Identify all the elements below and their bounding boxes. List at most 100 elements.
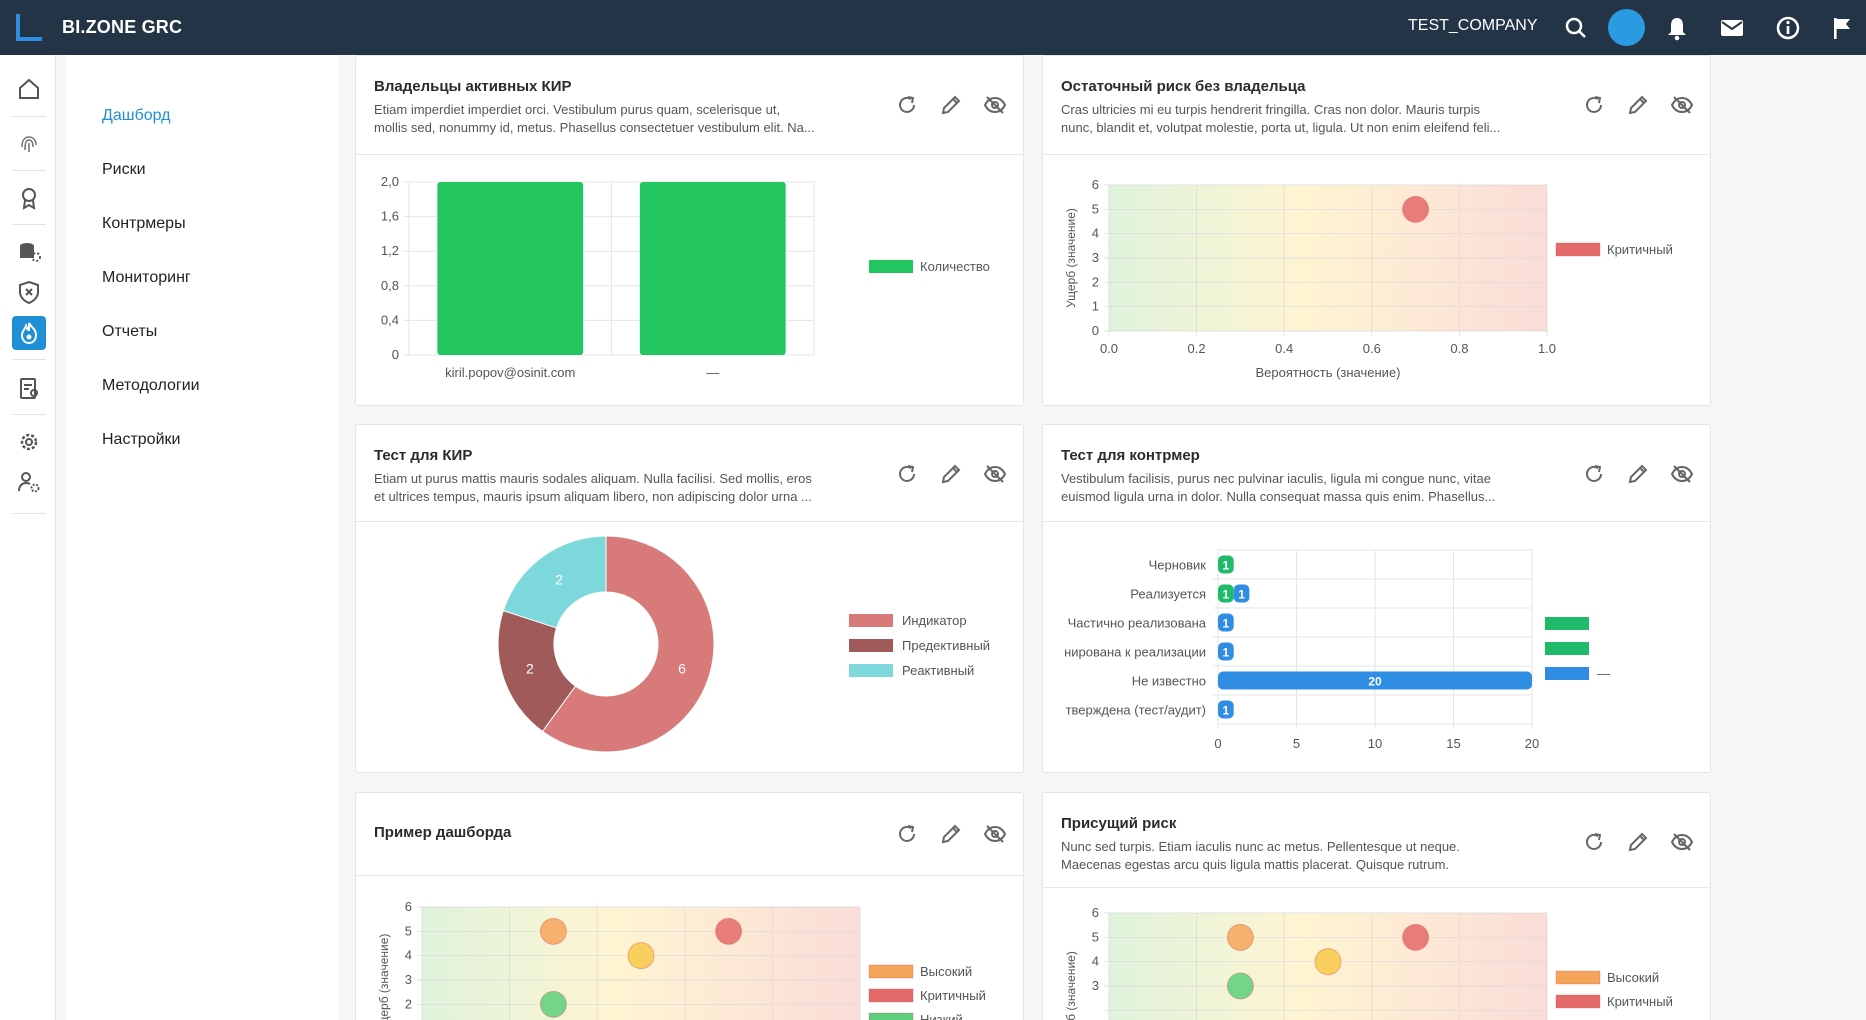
home-icon[interactable]: [12, 72, 46, 106]
y-tick-label: 0: [1092, 323, 1099, 338]
bar[interactable]: [1218, 613, 1234, 632]
edit-icon[interactable]: [939, 462, 963, 486]
bar[interactable]: [1233, 584, 1250, 603]
pie-slice[interactable]: [497, 609, 577, 733]
edit-icon[interactable]: [1626, 462, 1650, 486]
refresh-icon[interactable]: [895, 822, 919, 846]
widget-description-line: nunc, blandit et, volutpat molestie, por…: [1061, 120, 1501, 135]
bar[interactable]: [1218, 700, 1234, 719]
database-icon[interactable]: [12, 235, 46, 269]
edit-icon[interactable]: [1626, 830, 1650, 854]
nav-item-reports[interactable]: Отчеты: [102, 323, 158, 340]
widget-header: Тест для КИР Etiam ut purus mattis mauri…: [356, 425, 1023, 522]
refresh-icon[interactable]: [1582, 93, 1606, 117]
y-axis-label: щерб (значение): [377, 934, 391, 1020]
data-point[interactable]: [1314, 948, 1342, 976]
x-tick-label: —: [706, 365, 719, 380]
edit-icon[interactable]: [939, 93, 963, 117]
y-tick-label: 3: [1092, 978, 1099, 993]
top-bar: BI.ZONE GRC TEST_COMPANY: [0, 0, 1866, 55]
report-icon[interactable]: [12, 371, 46, 405]
data-point[interactable]: [1402, 923, 1430, 951]
x-axis-label: Вероятность (значение): [1255, 365, 1400, 380]
nav-item-risks[interactable]: Риски: [102, 161, 146, 178]
refresh-icon[interactable]: [1582, 462, 1606, 486]
pie-slice[interactable]: [541, 535, 715, 753]
bar[interactable]: [1218, 671, 1532, 690]
bar[interactable]: [437, 182, 584, 355]
dashboard-widget: Тест для КИР Etiam ut purus mattis mauri…: [355, 424, 1024, 773]
bar[interactable]: [1218, 584, 1234, 603]
mail-icon[interactable]: [1718, 14, 1746, 42]
flag-icon[interactable]: [1828, 14, 1856, 42]
eye-off-icon[interactable]: [1670, 93, 1694, 117]
user-settings-icon[interactable]: [12, 465, 46, 499]
eye-off-icon[interactable]: [983, 822, 1007, 846]
brand-name[interactable]: BI.ZONE GRC: [62, 17, 183, 37]
edit-icon[interactable]: [939, 822, 963, 846]
data-point[interactable]: [1226, 923, 1254, 951]
widget-tools: [1582, 830, 1694, 854]
bar[interactable]: [639, 182, 786, 355]
legend-label: Высокий: [1607, 970, 1659, 985]
edit-icon[interactable]: [1626, 93, 1650, 117]
refresh-icon[interactable]: [895, 462, 919, 486]
bell-icon[interactable]: [1663, 14, 1691, 42]
info-icon[interactable]: [1774, 14, 1802, 42]
data-point[interactable]: [1226, 972, 1254, 1000]
shield-icon[interactable]: [12, 275, 46, 309]
widget-title: Тест для контрмер: [1061, 447, 1200, 464]
legend-swatch: [868, 1012, 914, 1020]
legend-swatch: [869, 260, 913, 273]
widget-title: Пример дашборда: [374, 824, 512, 841]
bar-value-label: 1: [1223, 646, 1230, 660]
data-point[interactable]: [1402, 195, 1430, 223]
bar-value-label: 1: [1223, 559, 1230, 573]
widget-description-line: Maecenas egestas arcu quis ligula mattis…: [1061, 857, 1450, 872]
fingerprint-icon[interactable]: [12, 127, 46, 161]
bar[interactable]: [1218, 642, 1234, 661]
logo-icon[interactable]: [16, 14, 42, 41]
widget-description-line: mollis sed, nonummy id, metus. Phasellus…: [374, 120, 815, 135]
eye-off-icon[interactable]: [1670, 830, 1694, 854]
legend-label: Критичный: [1607, 994, 1673, 1009]
nav-item-monitoring[interactable]: Мониторинг: [102, 269, 191, 286]
eye-off-icon[interactable]: [1670, 462, 1694, 486]
avatar[interactable]: [1608, 9, 1645, 46]
widget-title: Тест для КИР: [374, 447, 473, 464]
eye-off-icon[interactable]: [983, 93, 1007, 117]
nav-item-methodologies[interactable]: Методологии: [102, 377, 200, 394]
legend-swatch: [1545, 617, 1589, 630]
pie-slice[interactable]: [502, 535, 607, 629]
legend-label: Критичный: [920, 988, 986, 1003]
slice-value-label: 2: [555, 571, 563, 587]
company-selector[interactable]: TEST_COMPANY: [1408, 17, 1538, 34]
refresh-icon[interactable]: [1582, 830, 1606, 854]
data-point[interactable]: [627, 942, 655, 970]
data-point[interactable]: [715, 917, 743, 945]
award-icon[interactable]: [12, 181, 46, 215]
data-point[interactable]: [539, 990, 567, 1018]
y-tick-label: 0,4: [381, 312, 399, 327]
y-tick-label: 0: [392, 347, 399, 362]
legend-label: —: [1597, 666, 1610, 681]
refresh-icon[interactable]: [895, 93, 919, 117]
nav-item-countermeasures[interactable]: Контрмеры: [102, 215, 186, 232]
x-tick-label: 10: [1368, 736, 1382, 751]
eye-off-icon[interactable]: [983, 462, 1007, 486]
widget-header: Пример дашборда: [356, 793, 1023, 876]
widget-tools: [895, 93, 1007, 117]
dashboard-widget: Присущий риск Nunc sed turpis. Etiam iac…: [1042, 792, 1711, 1020]
settings-icon[interactable]: [12, 425, 46, 459]
dashboard-widget: Пример дашборда 2 3 4 5 6 щерб (значение) Высо…: [355, 792, 1024, 1020]
x-tick-label: 0.2: [1188, 341, 1206, 356]
nav-item-settings[interactable]: Настройки: [102, 431, 181, 448]
bar[interactable]: [1218, 555, 1234, 574]
legend-swatch: [1545, 667, 1589, 680]
widget-description: Nunc sed turpis. Etiam iaculis nunc ac m…: [1061, 838, 1531, 874]
nav-item-dashboard[interactable]: Дашборд: [102, 107, 171, 124]
flame-icon[interactable]: [12, 316, 46, 350]
legend-swatch: [1545, 642, 1589, 655]
data-point[interactable]: [539, 917, 567, 945]
search-icon[interactable]: [1562, 14, 1590, 42]
